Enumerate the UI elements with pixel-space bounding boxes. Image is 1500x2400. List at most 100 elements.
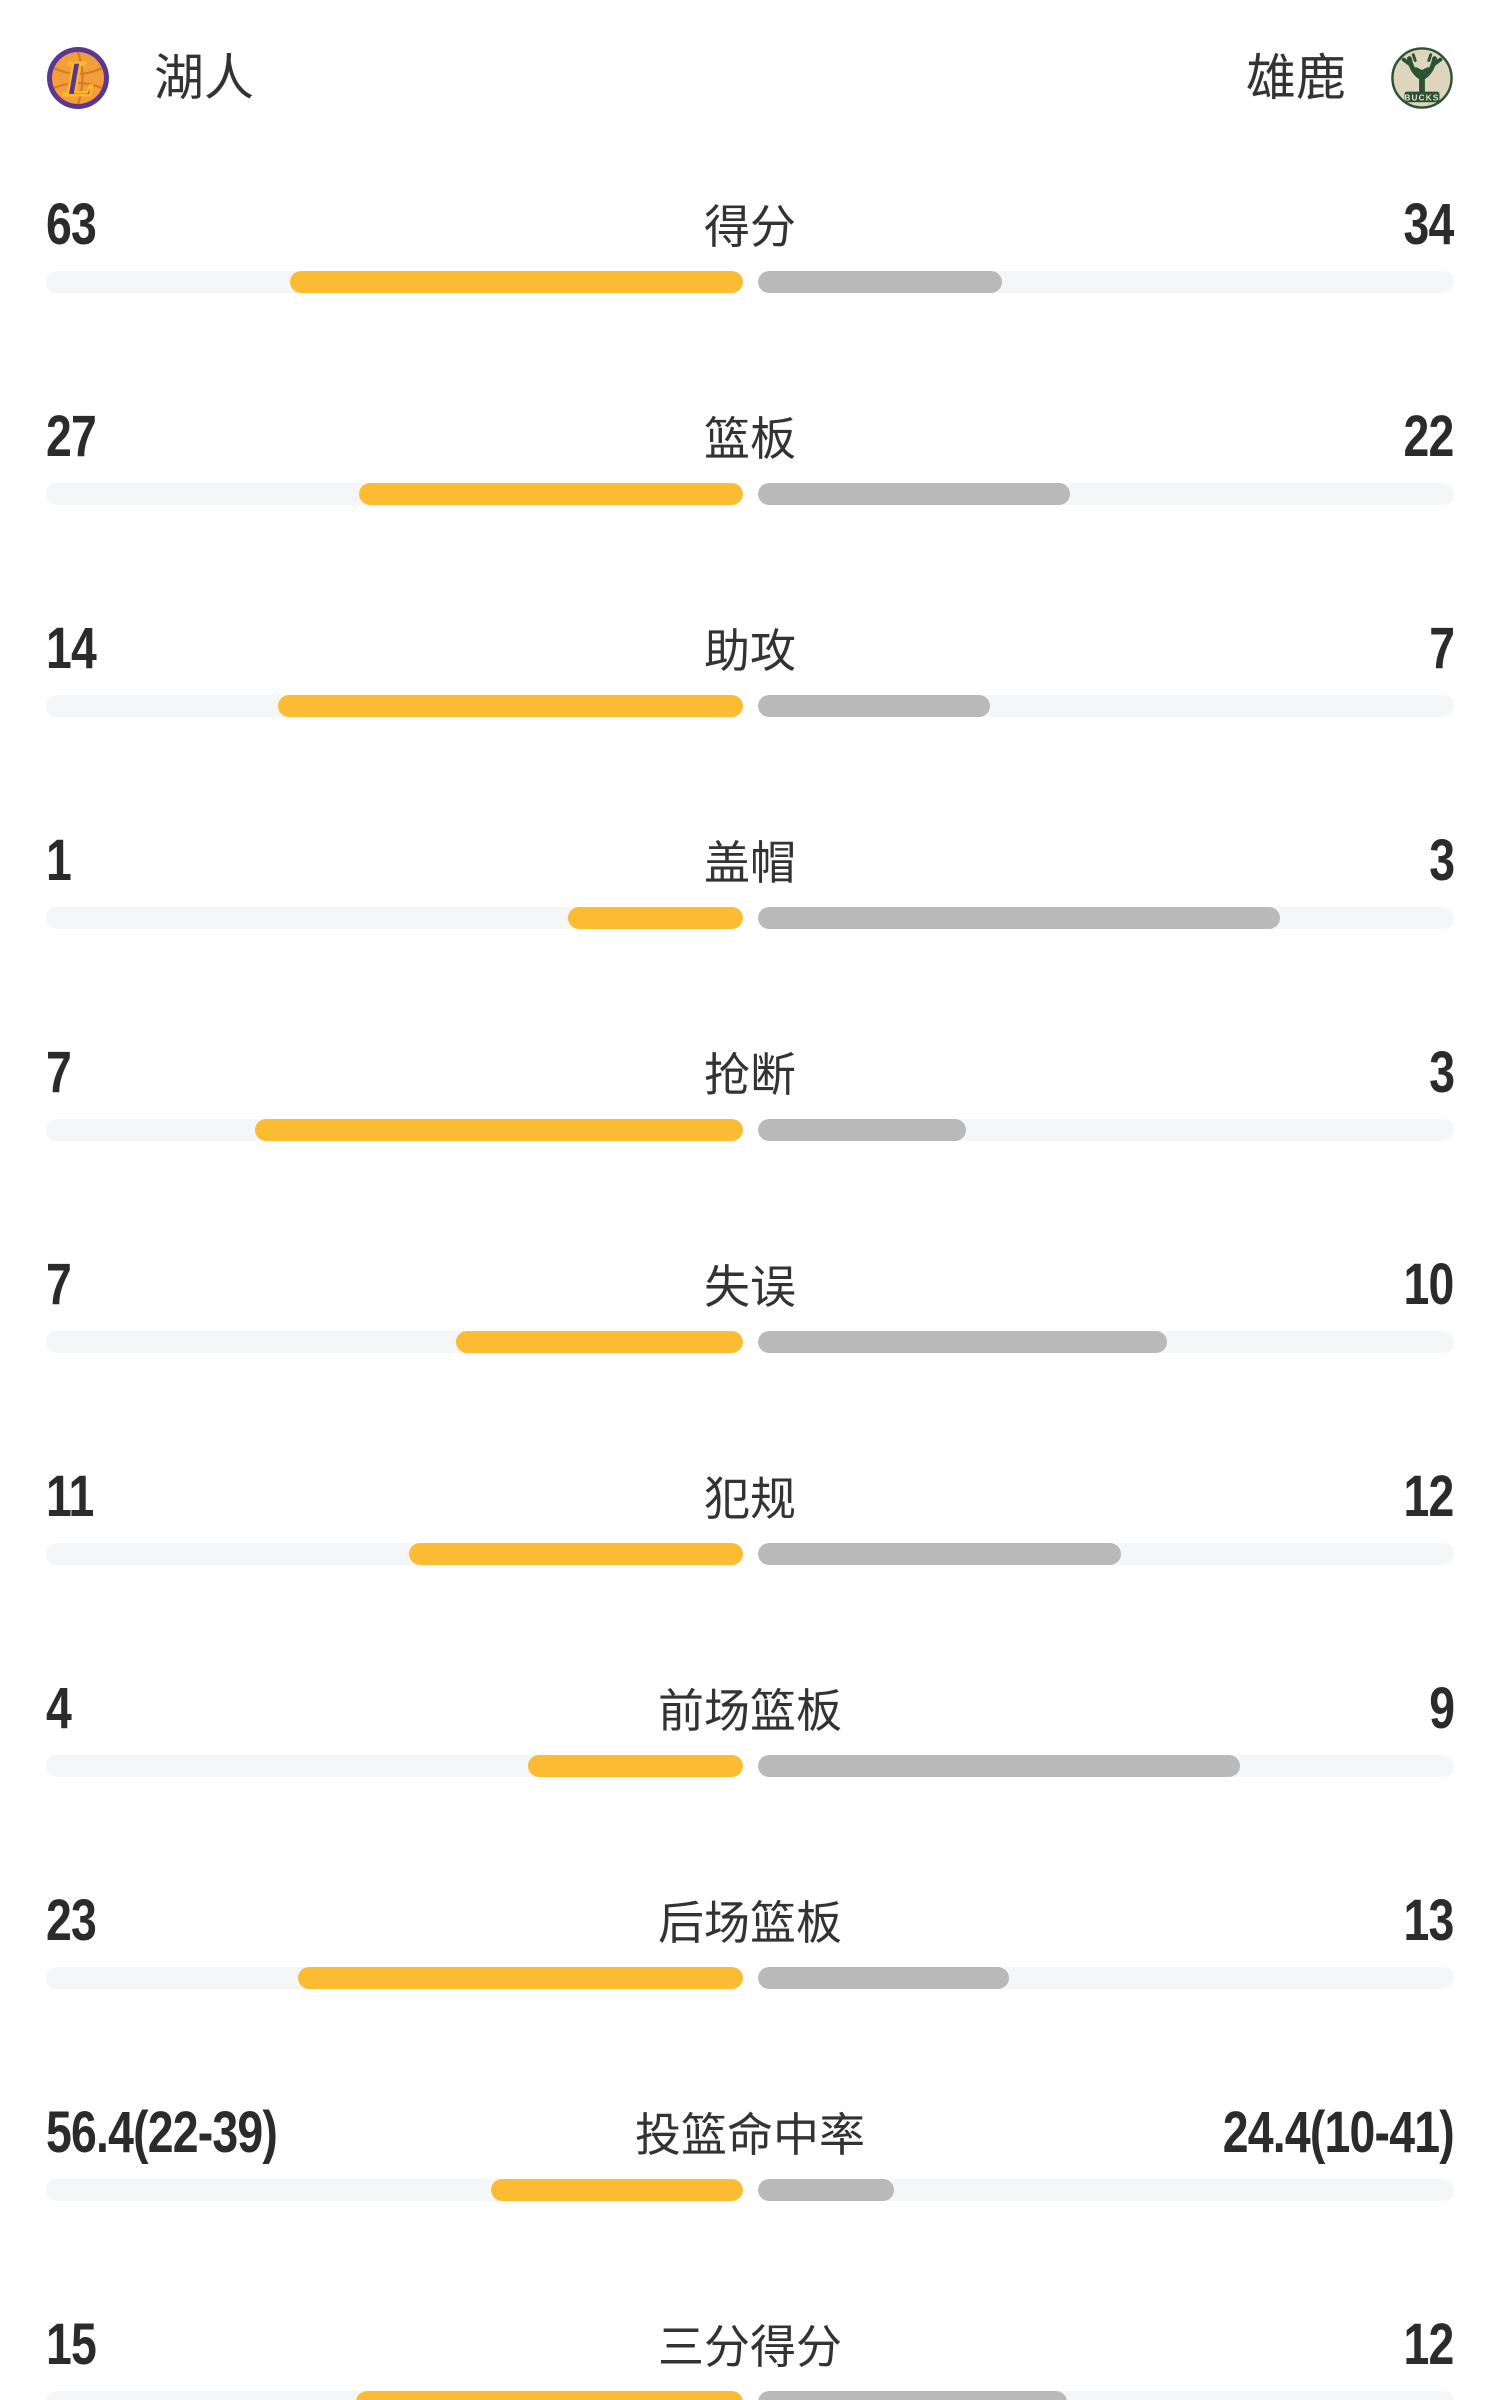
stat-bar-fill-left xyxy=(409,1543,743,1565)
stat-bar-track-left xyxy=(46,2391,743,2400)
stat-bar-fill-left xyxy=(358,483,743,505)
svg-text:L: L xyxy=(63,50,95,106)
stat-bar-track-right xyxy=(757,1967,1454,1989)
stat-value-right: 3 xyxy=(1428,1039,1455,1105)
svg-text:BUCKS: BUCKS xyxy=(1404,93,1439,102)
stat-bar-track-left xyxy=(46,695,743,717)
stat-bar-track-right xyxy=(757,483,1454,505)
stat-bar-track-left xyxy=(46,1967,743,1989)
stat-bar-fill-right xyxy=(757,1119,967,1141)
stat-row: 7 失误 10 xyxy=(46,1252,1455,1416)
stat-value-left: 1 xyxy=(46,827,72,893)
stat-bar-track-right xyxy=(757,907,1454,929)
stat-bar-fill-left xyxy=(278,695,743,717)
stat-value-left: 14 xyxy=(46,615,97,681)
stat-label: 前场篮板 xyxy=(658,1685,842,1737)
stat-bar xyxy=(46,483,1454,505)
stat-bar xyxy=(46,907,1454,929)
stat-text-line: 56.4(22-39) 投篮命中率 24.4(10-41) xyxy=(46,2100,1455,2165)
stat-bar-fill-left xyxy=(355,2391,743,2400)
stat-bar-track-right xyxy=(757,1119,1454,1141)
stat-label: 盖帽 xyxy=(704,837,796,889)
stat-bar-fill-right xyxy=(757,907,1280,929)
stat-label: 抢断 xyxy=(704,1049,796,1101)
stat-row: 15 三分得分 12 xyxy=(46,2312,1455,2400)
stat-value-right: 3 xyxy=(1428,827,1455,893)
stats-list: 63 得分 34 27 篮板 22 xyxy=(0,192,1500,2400)
stat-bar-fill-right xyxy=(757,483,1071,505)
stat-value-right: 7 xyxy=(1428,615,1455,681)
stat-text-line: 11 犯规 12 xyxy=(46,1464,1455,1529)
stat-value-right: 13 xyxy=(1403,1887,1455,1953)
stat-row: 23 后场篮板 13 xyxy=(46,1888,1455,2052)
lakers-logo-icon: L xyxy=(47,47,109,109)
stat-text-line: 63 得分 34 xyxy=(46,192,1455,257)
stat-text-line: 4 前场篮板 9 xyxy=(46,1676,1455,1741)
stat-bar-fill-right xyxy=(757,271,1002,293)
stat-value-left: 56.4(22-39) xyxy=(46,2099,278,2165)
stat-text-line: 27 篮板 22 xyxy=(46,404,1455,469)
stat-bar-fill-left xyxy=(491,2179,743,2201)
stat-value-right: 9 xyxy=(1428,1675,1455,1741)
stat-bar-fill-left xyxy=(297,1967,743,1989)
stat-row: 14 助攻 7 xyxy=(46,616,1455,780)
stat-bar-fill-left xyxy=(455,1331,743,1353)
stat-bar-track-right xyxy=(757,695,1454,717)
stat-value-left: 15 xyxy=(46,2311,97,2377)
stat-bar-fill-left xyxy=(568,907,743,929)
stat-label: 后场篮板 xyxy=(658,1897,842,1949)
stat-bar xyxy=(46,2179,1454,2201)
stat-value-left: 7 xyxy=(46,1039,72,1105)
stat-label: 篮板 xyxy=(704,413,796,465)
stat-label: 三分得分 xyxy=(658,2321,842,2373)
stat-row: 1 盖帽 3 xyxy=(46,828,1455,992)
stat-value-right: 34 xyxy=(1403,191,1455,257)
stat-bar-fill-left xyxy=(254,1119,743,1141)
stat-label: 失误 xyxy=(704,1261,796,1313)
team-right: 雄鹿 BUCKS xyxy=(1246,46,1454,110)
stat-bar-fill-right xyxy=(757,1543,1121,1565)
stat-bar-fill-left xyxy=(528,1755,743,1777)
stat-bar-fill-right xyxy=(757,1967,1009,1989)
stat-bar-fill-left xyxy=(290,271,743,293)
stat-bar-fill-right xyxy=(757,2179,895,2201)
stat-row: 11 犯规 12 xyxy=(46,1464,1455,1628)
stat-bar xyxy=(46,1755,1454,1777)
stat-row: 63 得分 34 xyxy=(46,192,1455,356)
stat-text-line: 14 助攻 7 xyxy=(46,616,1455,681)
stat-text-line: 1 盖帽 3 xyxy=(46,828,1455,893)
stat-bar xyxy=(46,271,1454,293)
stat-bar-track-right xyxy=(757,2391,1454,2400)
stat-bar-track-right xyxy=(757,1331,1454,1353)
stat-value-right: 24.4(10-41) xyxy=(1222,2099,1455,2165)
stat-bar-track-left xyxy=(46,1119,743,1141)
stat-value-left: 27 xyxy=(46,403,97,469)
stat-bar xyxy=(46,695,1454,717)
stat-text-line: 23 后场篮板 13 xyxy=(46,1888,1455,1953)
stat-text-line: 7 失误 10 xyxy=(46,1252,1455,1317)
stat-value-right: 12 xyxy=(1403,2311,1455,2377)
stat-value-left: 7 xyxy=(46,1251,72,1317)
stat-bar-track-right xyxy=(757,1755,1454,1777)
stat-bar-track-left xyxy=(46,1543,743,1565)
stat-row: 4 前场篮板 9 xyxy=(46,1676,1455,1840)
bucks-logo-icon: BUCKS xyxy=(1391,47,1453,109)
stat-bar-track-left xyxy=(46,483,743,505)
stat-bar-track-left xyxy=(46,271,743,293)
stat-bar-track-left xyxy=(46,1755,743,1777)
stat-value-left: 11 xyxy=(46,1463,94,1529)
scoreboard-header: L 湖人 雄鹿 BUCKS xyxy=(0,0,1500,144)
team-right-name: 雄鹿 xyxy=(1246,50,1346,106)
stat-bar xyxy=(46,1543,1454,1565)
stat-bar xyxy=(46,1119,1454,1141)
stat-value-right: 12 xyxy=(1403,1463,1455,1529)
stat-text-line: 7 抢断 3 xyxy=(46,1040,1455,1105)
stat-label: 犯规 xyxy=(704,1473,796,1525)
stat-bar-track-left xyxy=(46,2179,743,2201)
stat-value-left: 23 xyxy=(46,1887,97,1953)
stat-label: 助攻 xyxy=(704,625,796,677)
stat-bar-fill-right xyxy=(757,1755,1240,1777)
stat-value-left: 4 xyxy=(46,1675,72,1741)
stat-bar-fill-right xyxy=(757,695,990,717)
